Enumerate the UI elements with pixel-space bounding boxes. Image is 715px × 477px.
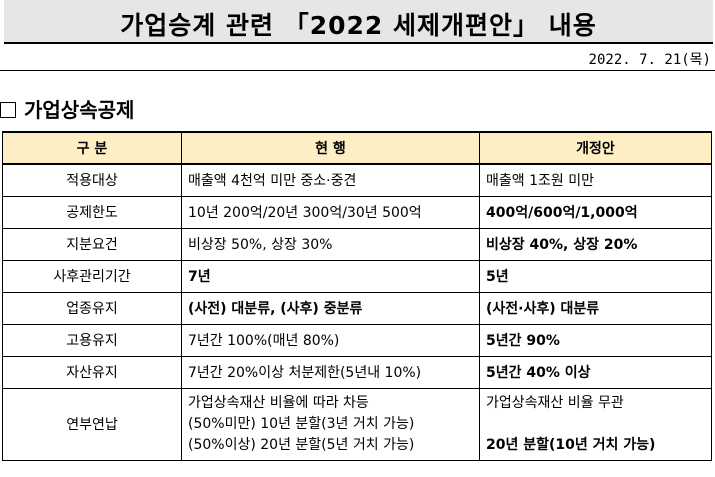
row-proposed: 5년 (479, 259, 712, 293)
square-bullet-icon (0, 101, 16, 118)
row-current: 매출액 4천억 미만 중소·중견 (181, 163, 480, 197)
row-proposed: 400억/600억/1,000억 (479, 195, 712, 229)
table-row: 업종유지 (사전) 대분류, (사후) 중분류 (사전·사후) 대분류 (2, 291, 712, 325)
table-row: 자산유지 7년간 20%이상 처분제한(5년내 10%) 5년간 40% 이상 (2, 355, 712, 389)
table-row: 적용대상 매출액 4천억 미만 중소·중견 매출액 1조원 미만 (2, 163, 712, 197)
table-row: 연부연납 가업상속재산 비율에 따라 차등 (50%미만) 10년 분할(3년 … (2, 387, 712, 461)
row-category: 고용유지 (2, 323, 182, 357)
row-category: 자산유지 (2, 355, 182, 389)
row-current: 가업상속재산 비율에 따라 차등 (50%미만) 10년 분할(3년 거치 가능… (181, 387, 480, 461)
row-current: 7년간 20%이상 처분제한(5년내 10%) (181, 355, 480, 389)
row-category: 연부연납 (2, 387, 182, 461)
table-row: 지분요건 비상장 50%, 상장 30% 비상장 40%, 상장 20% (2, 227, 712, 261)
current-line: 가업상속재산 비율에 따라 차등 (188, 394, 369, 411)
row-proposed: 5년간 40% 이상 (479, 355, 712, 389)
row-current: 7년 (181, 259, 480, 293)
current-line: (50%미만) 10년 분할(3년 거치 가능) (188, 415, 415, 432)
row-proposed: 가업상속재산 비율 무관 20년 분할(10년 거치 가능) (479, 387, 712, 461)
table-row: 공제한도 10년 200억/20년 300억/30년 500억 400억/600… (2, 195, 712, 229)
section-title: 가업상속공제 (24, 98, 135, 122)
row-category: 적용대상 (2, 163, 182, 197)
row-proposed: (사전·사후) 대분류 (479, 291, 712, 325)
row-current: (사전) 대분류, (사후) 중분류 (181, 291, 480, 325)
document-title: 가업승계 관련 「2022 세제개편안」 내용 (120, 11, 597, 40)
comparison-table: 구 분 현 행 개정안 적용대상 매출액 4천억 미만 중소·중견 매출액 1조… (2, 131, 712, 461)
row-proposed: 매출액 1조원 미만 (479, 163, 712, 197)
header-category: 구 분 (2, 131, 182, 165)
header-current: 현 행 (181, 131, 480, 165)
section-heading: 가업상속공제 (0, 94, 134, 123)
row-category: 사후관리기간 (2, 259, 182, 293)
proposed-line: 20년 분할(10년 거치 가능) (486, 436, 656, 453)
table-row: 사후관리기간 7년 5년 (2, 259, 712, 293)
row-proposed: 5년간 90% (479, 323, 712, 357)
document-date: 2022. 7. 21(목) (588, 52, 711, 68)
row-category: 지분요건 (2, 227, 182, 261)
header-proposed: 개정안 (479, 131, 712, 165)
table-header-row: 구 분 현 행 개정안 (2, 131, 712, 165)
row-current: 10년 200억/20년 300억/30년 500억 (181, 195, 480, 229)
row-proposed: 비상장 40%, 상장 20% (479, 227, 712, 261)
table-row: 고용유지 7년간 100%(매년 80%) 5년간 90% (2, 323, 712, 357)
current-line: (50%이상) 20년 분할(5년 거치 가능) (188, 436, 415, 453)
proposed-line: 가업상속재산 비율 무관 (486, 394, 624, 411)
title-bar: 가업승계 관련 「2022 세제개편안」 내용 (4, 0, 713, 44)
row-current: 7년간 100%(매년 80%) (181, 323, 480, 357)
row-current: 비상장 50%, 상장 30% (181, 227, 480, 261)
row-category: 업종유지 (2, 291, 182, 325)
divider (0, 70, 715, 71)
row-category: 공제한도 (2, 195, 182, 229)
